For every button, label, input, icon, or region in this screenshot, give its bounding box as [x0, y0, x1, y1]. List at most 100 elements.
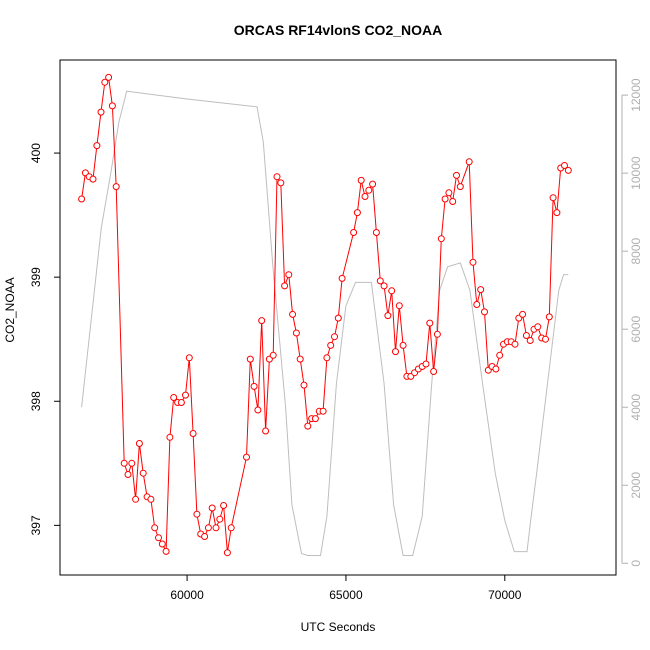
co2-data-point [139, 469, 147, 477]
co2-data-point [353, 209, 361, 217]
co2-data-point [481, 308, 488, 316]
co2-data-point [380, 282, 388, 290]
series-layer [78, 73, 572, 557]
plot-frame [59, 59, 617, 576]
co2-data-point [147, 495, 155, 503]
co2-data-point [430, 368, 438, 375]
co2-data-point [473, 301, 481, 308]
co2-data-point [350, 229, 358, 236]
y2-tick-label: 10000 [629, 156, 643, 190]
y2-tick-label: 12000 [629, 78, 643, 112]
co2-data-point [399, 341, 407, 349]
co2-data-point [273, 173, 281, 181]
co2-data-point [166, 433, 174, 441]
x-axis: 60000 65000 70000 [170, 575, 522, 602]
co2-data-point [97, 108, 105, 116]
co2-data-point [441, 195, 449, 203]
x-tick-label: 70000 [488, 588, 522, 602]
y-axis-left: 397 398 399 400 [29, 143, 60, 535]
co2-data-point [319, 407, 327, 415]
co2-data-point [545, 313, 553, 321]
co2-data-point [216, 515, 224, 523]
co2-data-point [334, 314, 342, 322]
co2-data-point [292, 329, 300, 337]
co2-data-point [296, 355, 304, 363]
co2-data-point [246, 355, 254, 363]
co2-data-point [108, 102, 116, 110]
co2-data-point [369, 180, 377, 188]
co2-data-point [78, 195, 86, 203]
co2-data-point [311, 415, 319, 423]
co2-data-point [105, 73, 113, 81]
co2-data-point [357, 176, 365, 184]
co2-data-point [511, 340, 519, 348]
co2-data-point [372, 229, 380, 236]
y-axis-label: CO2_NOAA [3, 277, 17, 342]
co2-data-point [201, 533, 209, 540]
co2-data-point [155, 534, 162, 542]
co2-data-point [135, 440, 143, 447]
co2-data-point [269, 351, 277, 359]
co2-data-point [220, 502, 228, 509]
co2-data-point [258, 317, 266, 325]
co2-data-point [277, 179, 285, 187]
co2-data-point [519, 310, 527, 318]
co2-data-point [177, 399, 185, 406]
co2-data-point [433, 330, 441, 338]
co2-data-point [469, 258, 477, 266]
chart-title: ORCAS RF14vlonS CO2_NOAA [234, 22, 442, 38]
x-axis-label: UTC Seconds [301, 620, 376, 634]
co2-data-point [193, 510, 201, 518]
co2-data-point [477, 286, 485, 294]
co2-data-point [223, 549, 231, 557]
co2-data-point [281, 282, 289, 290]
co2-data-point [522, 332, 530, 339]
co2-data-point [445, 189, 453, 197]
co2-data-point [254, 406, 262, 414]
co2-data-point [101, 78, 109, 86]
y2-tick-label: 4000 [629, 394, 643, 421]
x-tick-label: 65000 [329, 588, 363, 602]
co2-data-point [496, 351, 504, 359]
co2-data-point [262, 427, 270, 435]
co2-data-point [449, 198, 457, 205]
co2-data-point [189, 430, 197, 437]
co2-data-point [331, 333, 338, 341]
co2-data-point [124, 471, 132, 478]
y2-tick-label: 2000 [629, 472, 643, 499]
co2-data-point [185, 354, 193, 362]
co2-data-point [204, 524, 212, 532]
co2-data-point [422, 360, 430, 368]
co2-data-point [388, 287, 396, 295]
co2-data-point [564, 166, 572, 174]
y-tick-label: 397 [29, 515, 43, 535]
co2-data-point [553, 209, 561, 217]
co2-data-point [112, 183, 120, 191]
y-axis-right: 0 2000 4000 6000 8000 10000 12000 [621, 78, 643, 567]
co2-data-point [426, 319, 434, 327]
co2-data-point [395, 302, 403, 310]
co2-data-point [89, 175, 97, 183]
co2-data-point [549, 194, 557, 202]
co2-data-point [456, 183, 464, 191]
co2-data-point [182, 391, 189, 399]
co2-data-point [492, 365, 500, 373]
co2-data-point [542, 335, 549, 343]
co2-data-point [128, 459, 136, 467]
altitude-series-line [81, 90, 569, 556]
co2-data-point [93, 142, 101, 150]
y2-tick-label: 0 [629, 560, 643, 567]
co2-data-point [534, 323, 542, 331]
y-tick-label: 400 [29, 143, 43, 163]
co2-data-point [162, 547, 170, 555]
co2-data-point [323, 354, 331, 362]
co2-data-point [289, 310, 297, 318]
co2-data-point [120, 459, 128, 467]
co2-data-point [561, 162, 568, 169]
co2-data-point [250, 382, 258, 390]
co2-data-point [132, 495, 140, 503]
co2-data-point [437, 235, 445, 243]
co2-data-point [365, 186, 373, 194]
